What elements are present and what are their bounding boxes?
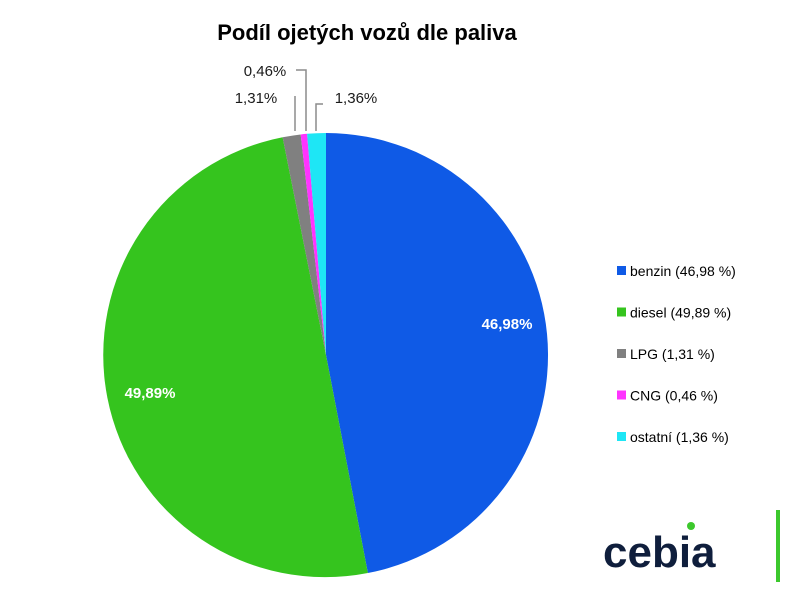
legend-item-diesel: diesel (49,89 %): [617, 305, 731, 321]
legend-item-cng: CNG (0,46 %): [617, 388, 718, 404]
logo-bar-icon: [776, 510, 780, 582]
legend-label-lpg: LPG (1,31 %): [630, 346, 715, 362]
pie-slice-lpg: [282, 134, 326, 355]
legend: benzin (46,98 %) diesel (49,89 %) LPG (1,3…: [617, 263, 736, 445]
logo-text: cebia: [603, 528, 716, 577]
legend-label-ostatní: ostatní (1,36 %): [630, 429, 729, 445]
pie-slice-benzin: [326, 132, 549, 574]
legend-item-benzin: benzin (46,98 %): [617, 263, 736, 279]
pie-slice-cng: [300, 133, 326, 355]
legend-label-diesel: diesel (49,89 %): [630, 305, 731, 321]
cebia-logo: cebia: [603, 510, 780, 582]
leader-line-cng: [296, 69, 307, 131]
legend-item-ostatní: ostatní (1,36 %): [617, 429, 729, 445]
data-label-cng: 0,46%: [244, 63, 287, 80]
data-label-benzin: 46,98%: [482, 316, 533, 333]
data-label-diesel: 49,89%: [125, 385, 176, 402]
legend-swatch-lpg: [617, 349, 626, 358]
pie-slices: [103, 132, 549, 578]
data-label-lpg: 1,31%: [235, 90, 278, 107]
legend-swatch-ostatní: [617, 432, 626, 441]
leader-lines: [294, 69, 323, 131]
legend-swatch-diesel: [617, 307, 626, 317]
pie-slice-diesel: [103, 137, 368, 578]
data-label-ostatní: 1,36%: [335, 90, 378, 107]
legend-label-cng: CNG (0,46 %): [630, 388, 718, 404]
legend-swatch-benzin: [617, 266, 626, 275]
legend-label-benzin: benzin (46,98 %): [630, 263, 736, 279]
chart-title: Podíl ojetých vozů dle paliva: [217, 20, 517, 45]
legend-swatch-cng: [617, 390, 626, 400]
pie-slice-ostatní: [307, 133, 326, 355]
slice-labels: 46,98% 49,89% 1,31% 0,46% 1,36%: [125, 63, 533, 402]
legend-item-lpg: LPG (1,31 %): [617, 346, 715, 362]
leader-line-ostatní: [315, 103, 323, 131]
logo-dot-icon: [687, 522, 695, 530]
